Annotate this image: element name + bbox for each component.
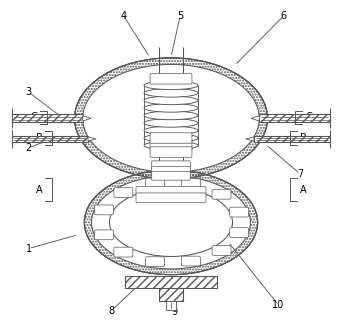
FancyBboxPatch shape <box>150 133 192 143</box>
Bar <box>12 136 88 142</box>
FancyBboxPatch shape <box>150 74 192 84</box>
FancyBboxPatch shape <box>181 256 200 266</box>
Ellipse shape <box>144 134 198 142</box>
Ellipse shape <box>144 126 198 135</box>
Ellipse shape <box>83 64 259 172</box>
Text: 3: 3 <box>26 87 32 97</box>
Text: B: B <box>300 133 306 143</box>
Ellipse shape <box>144 119 198 127</box>
Text: C: C <box>305 112 312 122</box>
FancyBboxPatch shape <box>94 230 114 240</box>
Ellipse shape <box>144 96 198 105</box>
FancyBboxPatch shape <box>136 186 206 196</box>
FancyBboxPatch shape <box>166 301 176 310</box>
Bar <box>254 136 330 142</box>
FancyBboxPatch shape <box>230 207 249 217</box>
Ellipse shape <box>92 176 250 269</box>
Ellipse shape <box>84 170 258 275</box>
FancyBboxPatch shape <box>146 257 165 267</box>
Text: 2: 2 <box>26 143 32 153</box>
Ellipse shape <box>75 58 267 179</box>
FancyBboxPatch shape <box>212 189 231 199</box>
Polygon shape <box>251 116 259 121</box>
FancyBboxPatch shape <box>94 205 114 215</box>
Text: A: A <box>300 185 306 195</box>
Text: 1: 1 <box>26 244 32 253</box>
FancyBboxPatch shape <box>136 193 206 203</box>
FancyBboxPatch shape <box>230 228 249 237</box>
Text: 4: 4 <box>120 11 127 21</box>
Ellipse shape <box>144 89 198 97</box>
Ellipse shape <box>144 104 198 112</box>
Bar <box>159 288 183 301</box>
FancyBboxPatch shape <box>150 147 192 157</box>
Text: 9: 9 <box>172 307 178 317</box>
Text: 7: 7 <box>297 169 303 179</box>
Bar <box>259 114 330 122</box>
Ellipse shape <box>144 141 198 150</box>
Polygon shape <box>88 137 96 141</box>
Text: 6: 6 <box>281 11 287 21</box>
FancyBboxPatch shape <box>212 246 231 255</box>
FancyBboxPatch shape <box>181 179 200 189</box>
Text: 8: 8 <box>108 306 115 316</box>
FancyBboxPatch shape <box>150 140 192 151</box>
FancyBboxPatch shape <box>114 188 133 198</box>
Text: B: B <box>36 133 42 143</box>
Ellipse shape <box>109 188 233 256</box>
FancyBboxPatch shape <box>152 166 190 175</box>
Bar <box>125 276 217 288</box>
Text: 5: 5 <box>177 11 183 21</box>
FancyBboxPatch shape <box>152 172 190 180</box>
FancyBboxPatch shape <box>146 178 165 188</box>
Polygon shape <box>246 137 254 141</box>
Bar <box>12 114 83 122</box>
Ellipse shape <box>144 111 198 120</box>
Text: 10: 10 <box>272 300 285 310</box>
Ellipse shape <box>144 81 198 90</box>
Polygon shape <box>83 116 91 121</box>
Text: C: C <box>30 112 37 122</box>
Text: A: A <box>36 185 42 195</box>
FancyBboxPatch shape <box>114 247 133 257</box>
FancyBboxPatch shape <box>152 161 190 169</box>
